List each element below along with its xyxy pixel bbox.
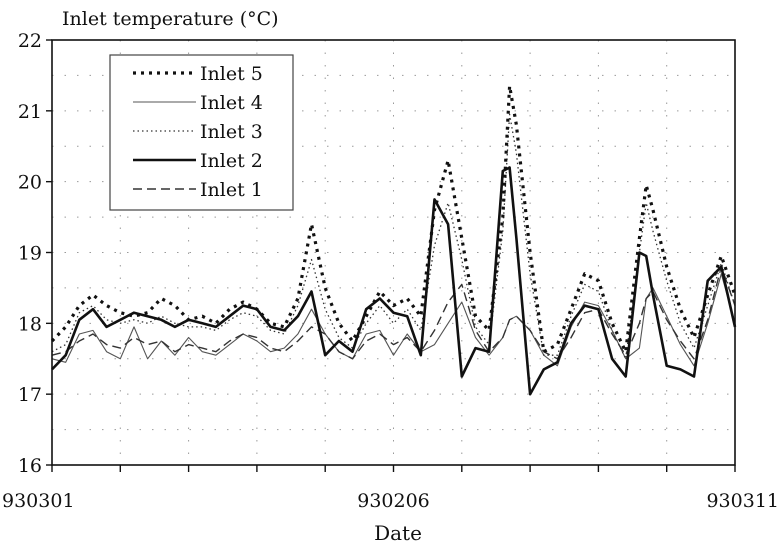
y-tick-label: 19 (18, 243, 42, 265)
legend: Inlet 5 Inlet 4 Inlet 3 Inlet 2 Inlet 1 (109, 54, 294, 211)
y-tick-label: 16 (18, 455, 42, 477)
chart-title: Inlet temperature (°C) (62, 8, 279, 30)
legend-label: Inlet 4 (200, 92, 263, 114)
series-line-inlet-4 (51, 273, 736, 367)
y-tick-label: 21 (18, 101, 42, 123)
y-tick-label: 17 (18, 384, 42, 406)
legend-label: Inlet 3 (200, 121, 263, 143)
x-tick-label: 930311 (706, 490, 779, 512)
y-tick-label: 22 (18, 30, 42, 52)
legend-label: Inlet 2 (200, 150, 263, 172)
x-axis-label: Date (374, 521, 422, 545)
series-line-inlet-2 (51, 166, 737, 396)
axes: 16 17 18 19 20 21 22 930301 930206 930311 (2, 30, 779, 512)
series-line-inlet-3 (51, 113, 736, 360)
series-line-inlet-1 (51, 266, 736, 360)
series-line-inlet-5 (50, 84, 737, 354)
x-tick-label: 930206 (357, 490, 430, 512)
legend-label: Inlet 5 (200, 63, 263, 85)
y-tick-label: 18 (18, 313, 42, 335)
legend-label: Inlet 1 (200, 179, 263, 201)
y-tick-label: 20 (18, 172, 42, 194)
x-tick-label: 930301 (2, 490, 75, 512)
legend-box (109, 54, 294, 211)
series-layer (50, 84, 737, 396)
